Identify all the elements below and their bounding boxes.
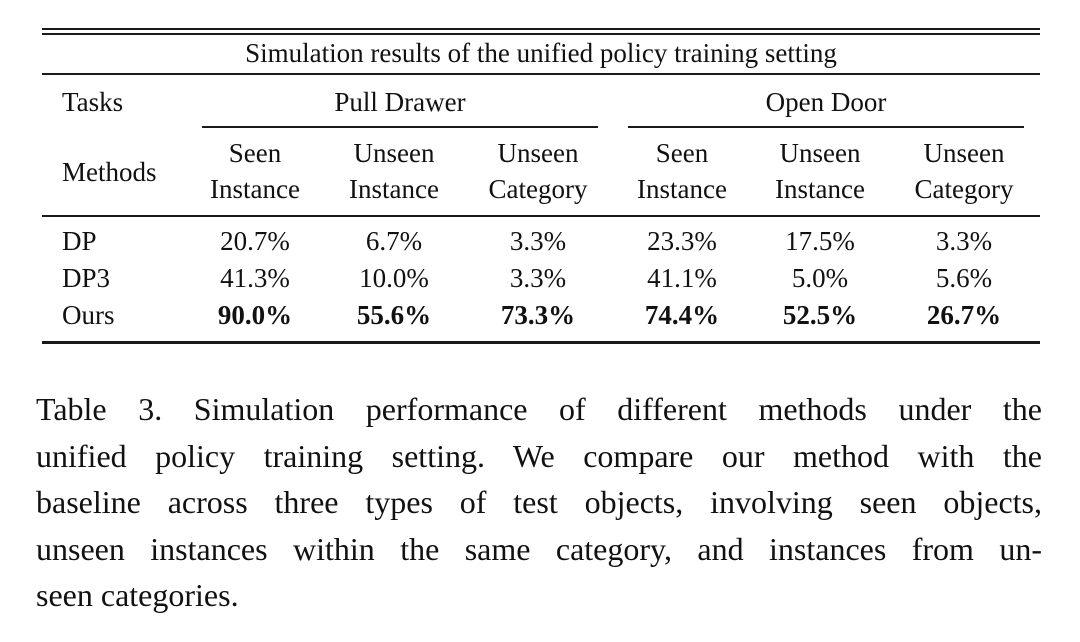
col-header-drawer-unseen-category: Unseen Category: [489, 135, 588, 207]
col-header-line: Unseen: [923, 138, 1005, 168]
table-top-rule-double: [42, 33, 1040, 35]
caption-line: Table 3. Simulation performance of diffe…: [36, 391, 1042, 427]
methods-label: Methods: [62, 157, 157, 187]
col-header-door-seen-instance: Seen Instance: [637, 135, 727, 207]
table-top-rule: [42, 28, 1040, 30]
row-method-label: Ours: [62, 300, 115, 330]
table-cell: 5.0%: [791, 263, 849, 293]
caption-line: unseen instances within the same categor…: [36, 530, 1042, 567]
group-header-pull-drawer: Pull Drawer: [334, 87, 466, 117]
table-cell-best: 26.7%: [926, 300, 1002, 330]
caption-line: seen categories.: [36, 577, 239, 613]
col-header-line: Unseen: [497, 138, 579, 168]
col-header-door-unseen-category: Unseen Category: [915, 135, 1014, 207]
caption-line: baseline across three types of test obje…: [36, 484, 1042, 520]
col-header-line: Instance: [637, 174, 727, 204]
table-cell: 41.3%: [220, 263, 290, 293]
table-cell: 3.3%: [935, 226, 993, 256]
col-header-drawer-seen-instance: Seen Instance: [210, 135, 300, 207]
table-cell: 20.7%: [220, 226, 290, 256]
table-cell-best: 73.3%: [500, 300, 576, 330]
col-header-line: Instance: [210, 174, 300, 204]
caption-line: unified policy training setting. We comp…: [36, 437, 1042, 474]
group-rule-pull-drawer: [202, 126, 598, 128]
col-header-line: Unseen: [779, 138, 861, 168]
col-header-line: Seen: [228, 138, 282, 168]
table-cell: 17.5%: [785, 226, 855, 256]
col-header-line: Instance: [775, 174, 865, 204]
table-cell-best: 90.0%: [217, 300, 293, 330]
tasks-label: Tasks: [62, 87, 124, 117]
table-caption: Table 3. Simulation performance of diffe…: [36, 386, 1042, 619]
table-cell-best: 74.4%: [644, 300, 720, 330]
table-cell: 10.0%: [359, 263, 429, 293]
col-header-door-unseen-instance: Unseen Instance: [775, 135, 865, 207]
table-cell: 3.3%: [509, 226, 567, 256]
row-method-label: DP3: [62, 263, 111, 293]
table-header-rule: [42, 215, 1040, 217]
group-rule-open-door: [628, 126, 1024, 128]
table-cell: 6.7%: [365, 226, 423, 256]
col-header-line: Category: [914, 174, 1014, 204]
table-cell: 3.3%: [509, 263, 567, 293]
table-cell: 41.1%: [647, 263, 717, 293]
table-cell-best: 55.6%: [356, 300, 432, 330]
table-bottom-rule: [42, 341, 1040, 344]
group-header-open-door: Open Door: [765, 87, 887, 117]
col-header-line: Category: [488, 174, 588, 204]
table-title-rule: [42, 73, 1040, 75]
col-header-line: Seen: [655, 138, 709, 168]
col-header-line: Instance: [349, 174, 439, 204]
table-title: Simulation results of the unified policy…: [245, 38, 837, 68]
table-cell-best: 52.5%: [782, 300, 858, 330]
col-header-line: Unseen: [353, 138, 435, 168]
col-header-drawer-unseen-instance: Unseen Instance: [349, 135, 439, 207]
results-table: Simulation results of the unified policy…: [42, 28, 1040, 346]
table-cell: 23.3%: [647, 226, 717, 256]
table-cell: 5.6%: [935, 263, 993, 293]
row-method-label: DP: [62, 226, 97, 256]
